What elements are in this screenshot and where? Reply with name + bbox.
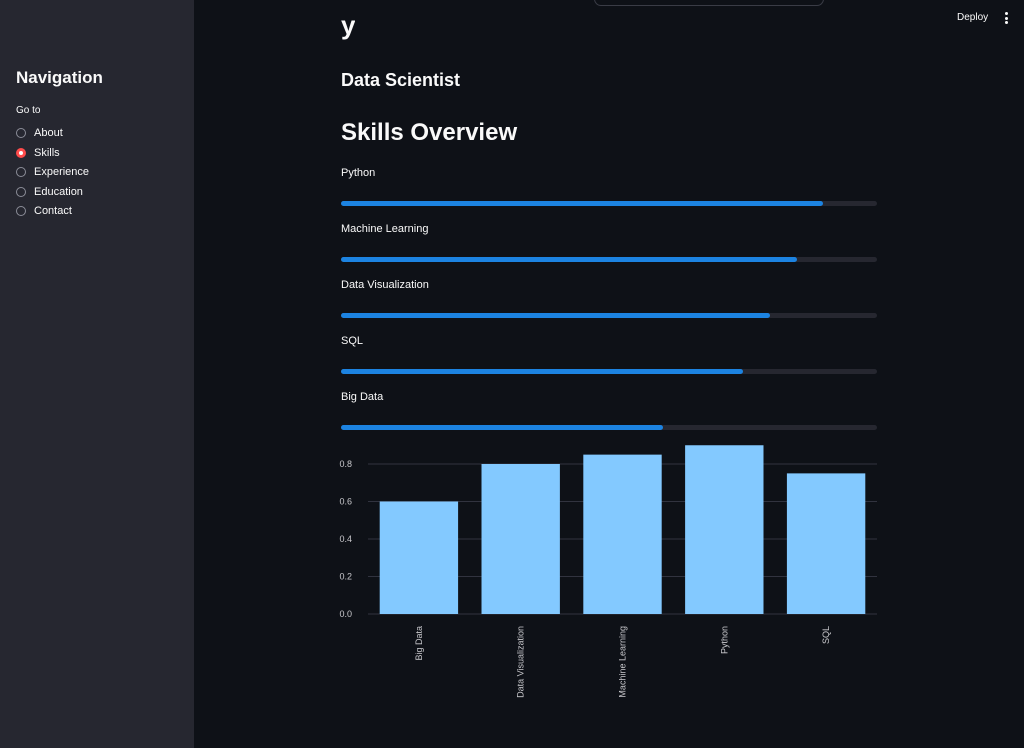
x-tick-label: Big Data xyxy=(414,626,424,661)
deploy-button[interactable]: Deploy xyxy=(957,12,989,23)
radio-option-about[interactable]: About xyxy=(16,124,63,142)
chart-bar xyxy=(786,473,866,614)
radio-option-experience[interactable]: Experience xyxy=(16,163,89,181)
skills-bar-chart: 0.0 0.2 0.4 0.6 0.8 Big Data Data Visualizatio… xyxy=(339,445,877,698)
y-tick-label: 0.8 xyxy=(339,459,352,469)
chart-bar xyxy=(379,501,459,614)
radio-option-contact[interactable]: Contact xyxy=(16,202,72,220)
radio-button-selected-icon[interactable] xyxy=(16,148,26,158)
radio-option-label: Contact xyxy=(34,205,72,217)
chart-bar xyxy=(583,454,662,614)
y-tick-label: 0.2 xyxy=(339,572,352,582)
page-heading-partial: y xyxy=(341,20,356,40)
radio-button-icon[interactable] xyxy=(16,167,26,177)
x-tick-label: Machine Learning xyxy=(618,626,628,698)
progress-fill xyxy=(341,425,663,430)
progress-bar xyxy=(341,313,877,318)
y-tick-label: 0.6 xyxy=(339,497,352,507)
radio-button-icon[interactable] xyxy=(16,187,26,197)
progress-bar xyxy=(341,369,877,374)
progress-fill xyxy=(341,369,743,374)
skill-label: Data Visualization xyxy=(341,279,429,291)
radio-option-label: Education xyxy=(34,186,83,198)
skill-label: SQL xyxy=(341,335,364,347)
radio-option-label: Experience xyxy=(34,166,90,178)
progress-bar xyxy=(341,425,877,430)
progress-fill xyxy=(341,257,797,262)
radio-option-education[interactable]: Education xyxy=(16,183,83,201)
x-tick-label: Data Visualization xyxy=(516,626,526,698)
section-title: Skills Overview xyxy=(341,119,518,146)
y-tick-label: 0.4 xyxy=(339,534,352,544)
radio-group-label: Go to xyxy=(16,105,41,116)
skill-label: Big Data xyxy=(341,391,384,403)
chart-bar xyxy=(685,445,764,614)
skill-label: Machine Learning xyxy=(341,223,429,235)
sidebar: Navigation Go to About Skills Experience… xyxy=(0,0,194,748)
radio-option-label: About xyxy=(34,127,63,139)
role-subheading: Data Scientist xyxy=(341,70,461,90)
radio-button-icon[interactable] xyxy=(16,206,26,216)
vertical-ellipsis-icon[interactable] xyxy=(1003,12,1011,24)
radio-button-icon[interactable] xyxy=(16,128,26,138)
sidebar-title: Navigation xyxy=(16,68,103,87)
chart-bar xyxy=(481,464,560,614)
progress-fill xyxy=(341,313,770,318)
radio-option-skills[interactable]: Skills xyxy=(16,144,60,162)
top-search-box[interactable] xyxy=(594,0,824,6)
x-tick-label: Python xyxy=(719,626,729,654)
progress-bar xyxy=(341,201,877,206)
progress-bar xyxy=(341,257,877,262)
progress-fill xyxy=(341,201,824,206)
x-tick-label: SQL xyxy=(821,626,831,644)
y-tick-label: 0.0 xyxy=(339,609,352,619)
skill-label: Python xyxy=(341,167,376,179)
radio-option-label: Skills xyxy=(34,147,60,159)
